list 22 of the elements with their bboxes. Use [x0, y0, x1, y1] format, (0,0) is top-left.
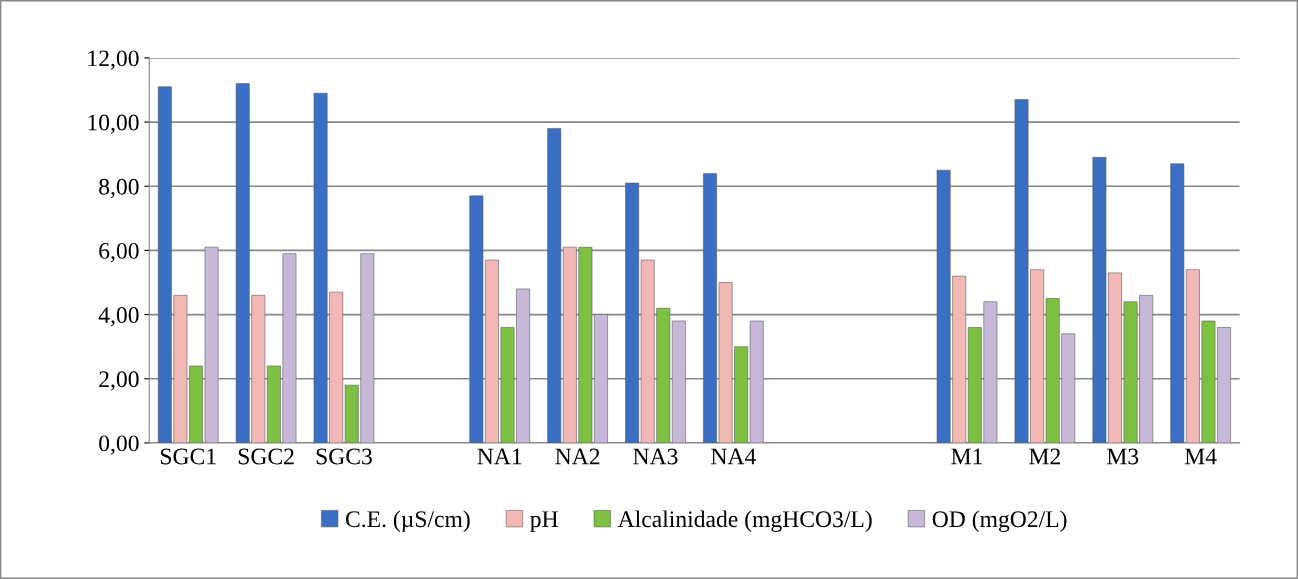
x-tick-label: M3: [1107, 448, 1139, 465]
legend-label: C.E. (µS/cm): [345, 510, 470, 532]
y-tick-label: 0,00: [99, 435, 139, 455]
x-tick-label: SGC3: [316, 448, 372, 465]
y-tick-label: 8,00: [99, 178, 139, 199]
y-tick-label: 6,00: [99, 242, 139, 263]
y-tick-label: 4,00: [98, 307, 139, 327]
x-tick-label: NA3: [633, 448, 678, 465]
y-tick-label: 12,00: [88, 50, 139, 70]
x-tick-label: M1: [951, 448, 982, 465]
x-tick-label: M4: [1184, 448, 1217, 465]
x-tick-label: NA1: [477, 448, 522, 465]
x-tick-label: SGC1: [160, 448, 216, 465]
legend-label: pH: [530, 511, 558, 532]
x-tick-label: SGC2: [238, 448, 294, 465]
y-tick-label: 2,00: [99, 371, 139, 391]
x-tick-label: NA2: [555, 448, 600, 465]
legend-label: OD (mgO2/L): [932, 510, 1067, 533]
y-tick-label: 10,00: [88, 114, 139, 134]
x-tick-label: M2: [1029, 448, 1060, 465]
legend-label: Alcalinidade (mgHCO3/L): [617, 510, 872, 533]
x-tick-label: NA4: [711, 448, 756, 465]
